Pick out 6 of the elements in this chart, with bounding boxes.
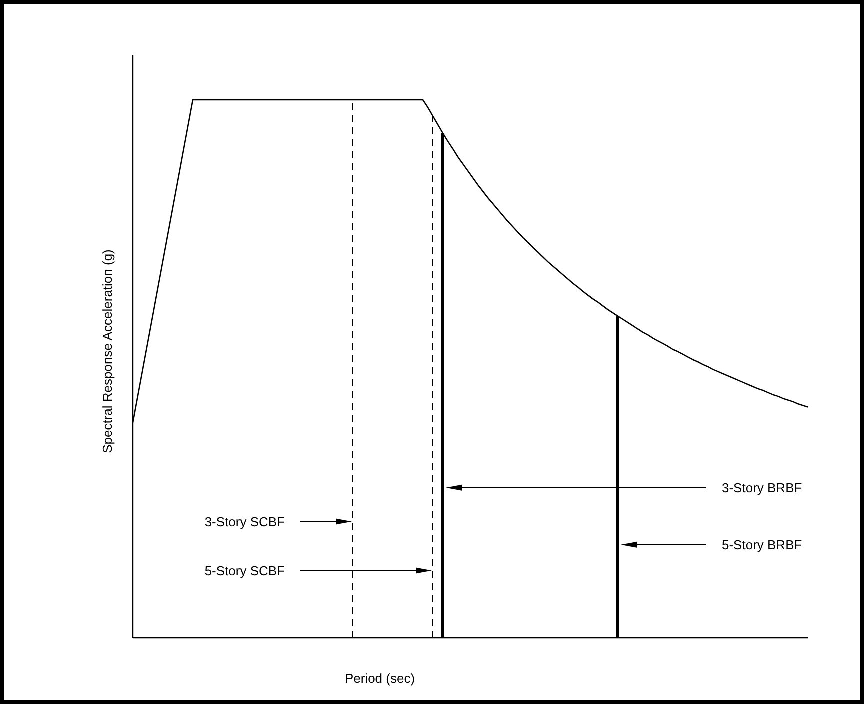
annotation: 5-Story SCBF [204,563,286,578]
y-axis-title: Spectral Response Acceleration (g) [100,250,115,454]
annotation: 5-Story BRBF [722,537,802,552]
annotation: 3-Story SCBF [204,514,286,530]
annotation: 3-Story BRBF [722,480,802,496]
x-axis-title: Period (sec) [344,671,416,686]
